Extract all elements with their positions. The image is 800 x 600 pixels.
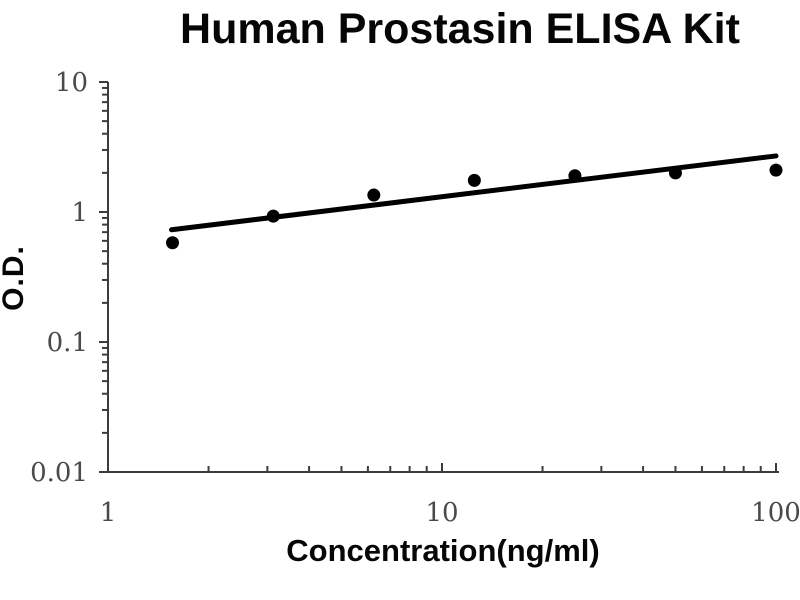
data-point xyxy=(367,188,381,202)
x-tick-label: 10 xyxy=(425,498,458,528)
data-point xyxy=(467,173,481,187)
y-tick-label: 1 xyxy=(71,198,88,228)
chart-title: Human Prostasin ELISA Kit xyxy=(180,5,740,53)
x-axis-label: Concentration(ng/ml) xyxy=(286,533,600,568)
y-tick-label: 0.01 xyxy=(30,458,88,488)
data-point xyxy=(166,236,180,250)
data-point xyxy=(769,163,783,177)
y-tick-label: 10 xyxy=(55,68,88,98)
fit-line xyxy=(169,153,779,233)
x-tick-label: 100 xyxy=(751,498,800,528)
y-tick-label: 0.1 xyxy=(47,328,88,358)
x-tick-label: 1 xyxy=(100,498,117,528)
